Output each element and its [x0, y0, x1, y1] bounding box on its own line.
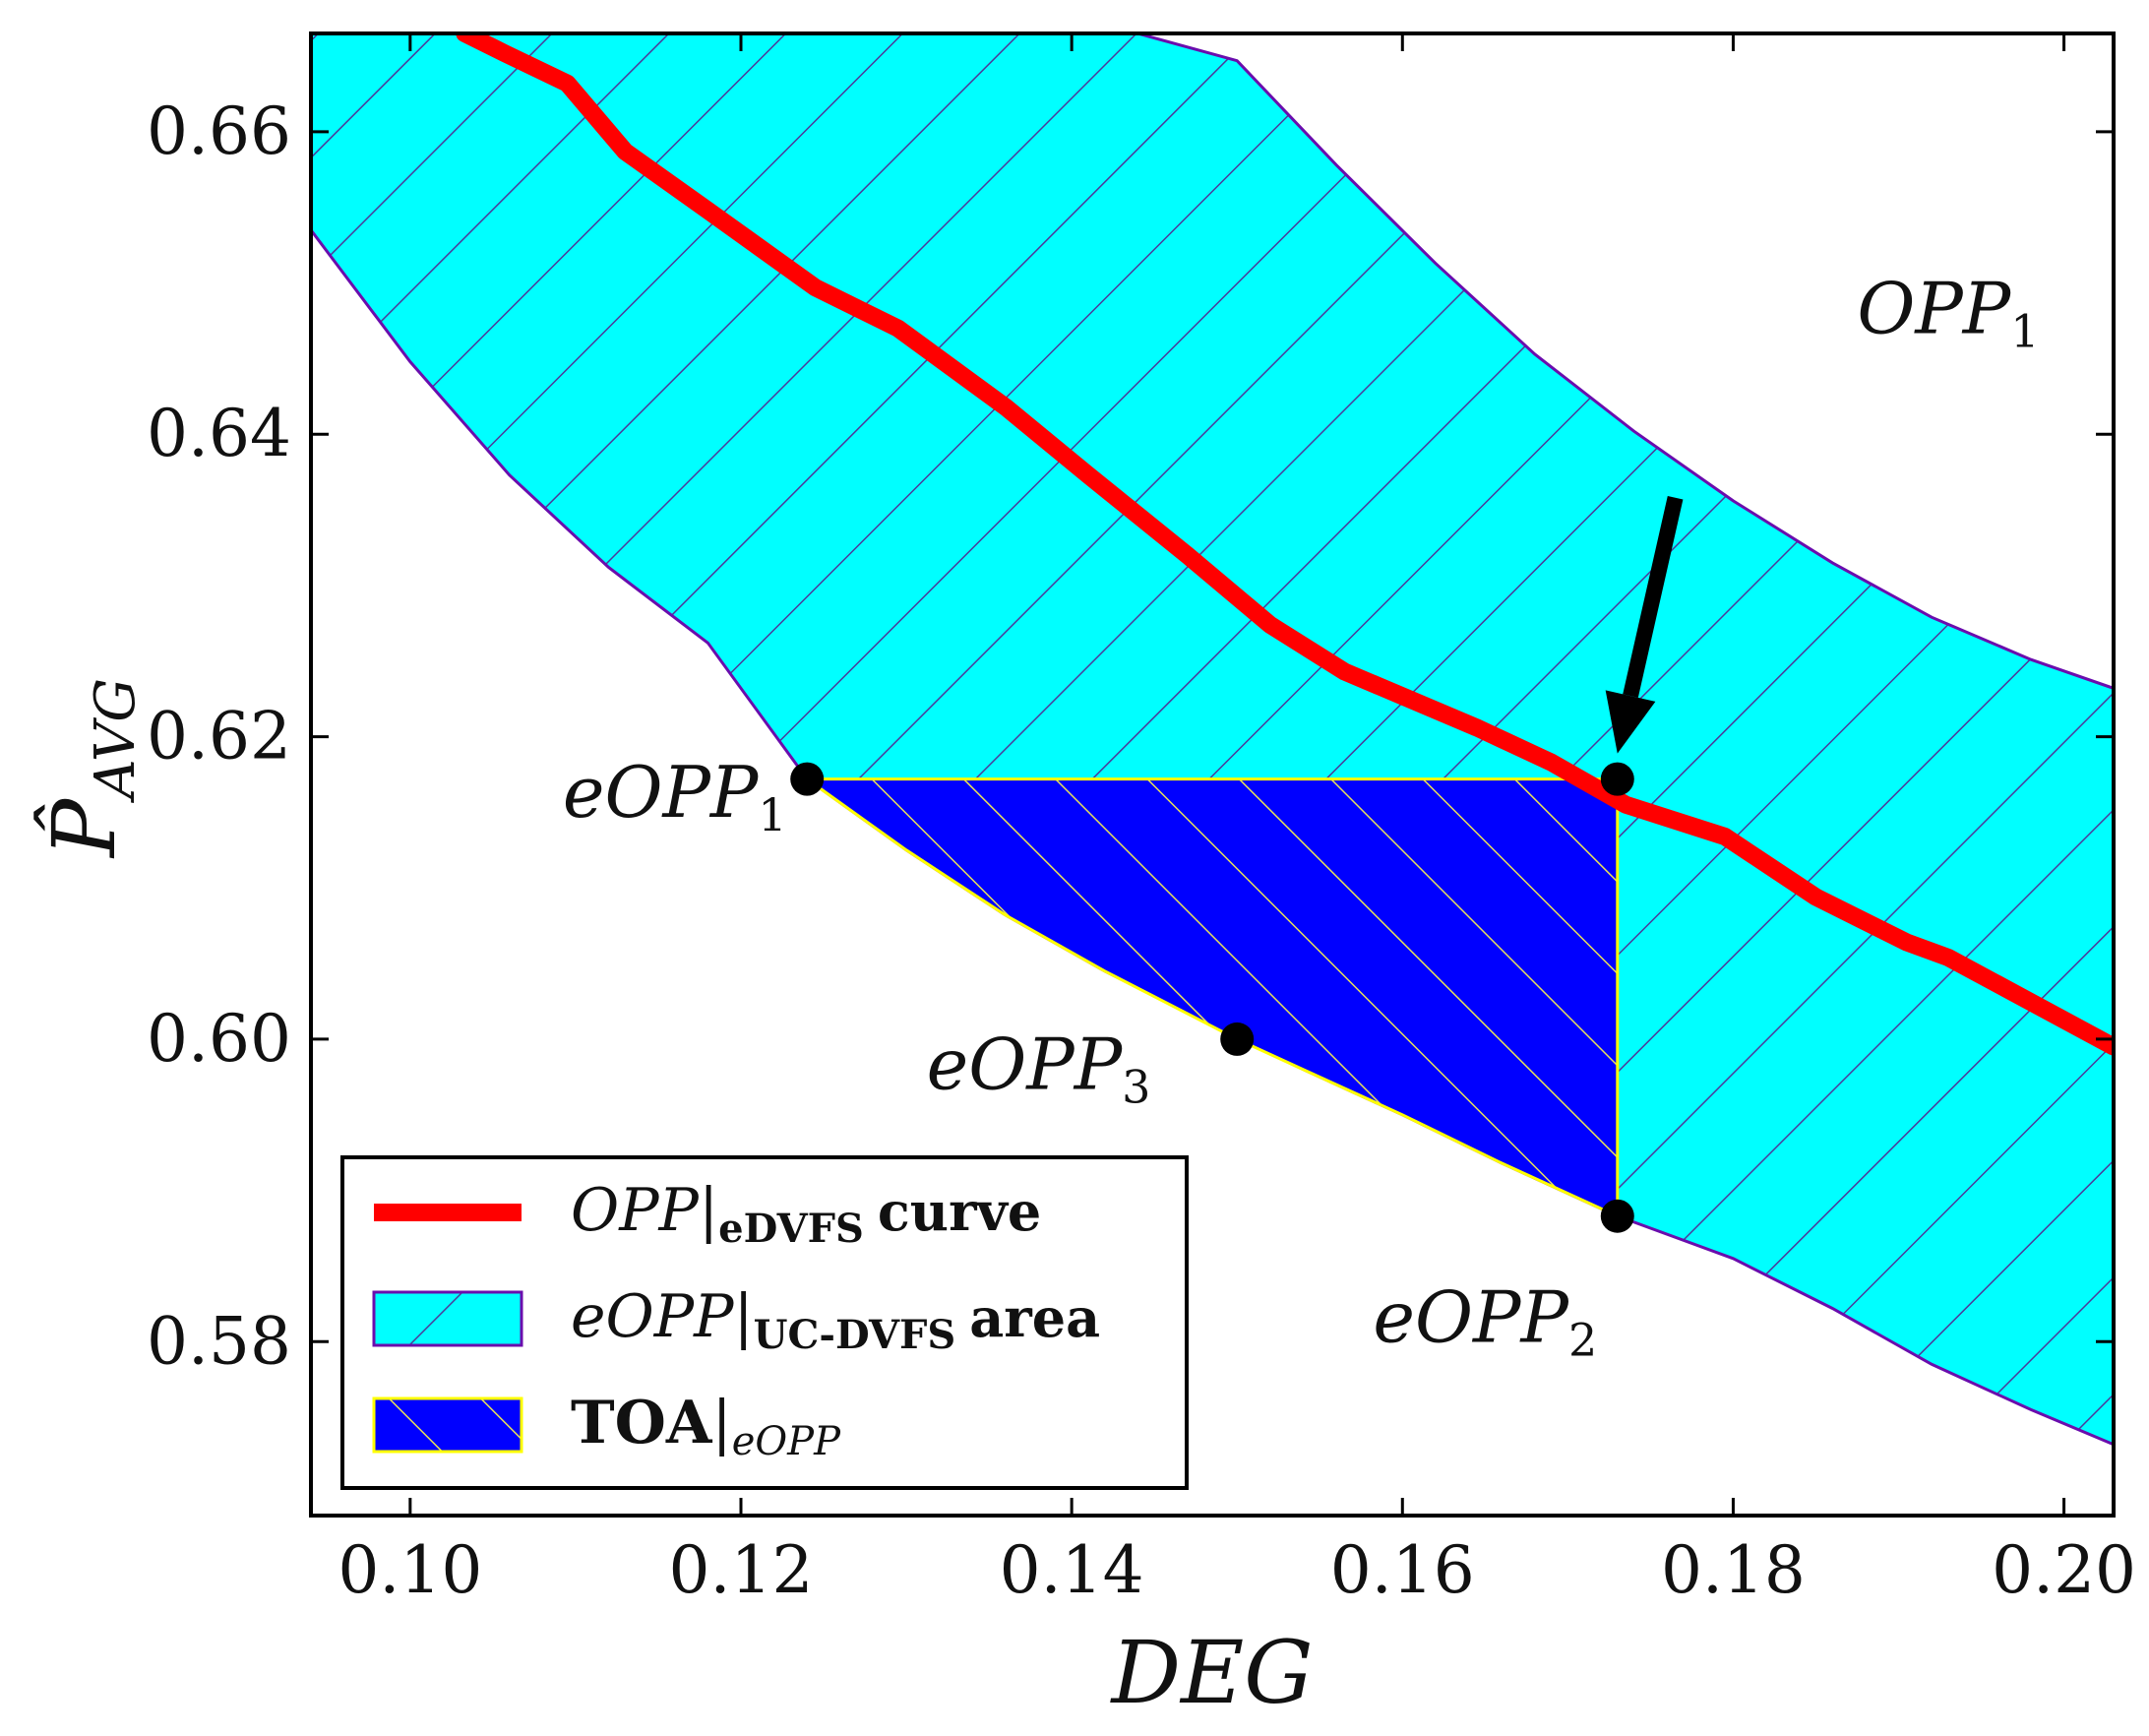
- label-eopp3-main: eOPP: [927, 1023, 1124, 1106]
- legend-handle-area-hatch: [372, 1290, 523, 1347]
- y-axis-label: P̂AVG: [33, 678, 148, 859]
- legend-label-0-main: OPP: [571, 1176, 701, 1245]
- y-tick-label: 0.62: [147, 699, 291, 775]
- axes: 0.10 0.12 0.14 0.16 0.18 0.20 0.58 0.60 0.62 0.64…: [147, 31, 2136, 1608]
- legend-label-0-bar: |: [699, 1176, 718, 1245]
- point-eopp2: [1600, 1199, 1634, 1233]
- legend-label-1: eOPP|UC-DVFS area: [571, 1282, 1100, 1358]
- opp-curve-line: [456, 33, 2114, 1056]
- arrow-opp1-head: [1605, 690, 1656, 754]
- area-band-hatch: [311, 33, 2114, 1445]
- svg-text:P̂AVG: P̂AVG: [33, 678, 148, 859]
- x-tick-label: 0.14: [1000, 1532, 1144, 1608]
- legend-label-0-sub: eDVFS: [718, 1206, 864, 1252]
- y-tick-label: 0.64: [147, 396, 291, 471]
- legend-label-1-main: eOPP: [571, 1282, 735, 1351]
- point-eopp3: [1220, 1022, 1255, 1056]
- area-upper-edge: [311, 33, 2114, 690]
- toa-region-hatch: [802, 777, 1620, 1219]
- legend-label-2-bar: |: [711, 1389, 731, 1457]
- label-eopp2: eOPP2: [1373, 1275, 1597, 1366]
- label-eopp2-main: eOPP: [1373, 1275, 1569, 1358]
- point-opp1: [1600, 762, 1634, 796]
- x-tick-label: 0.18: [1661, 1532, 1806, 1608]
- y-tick-label: 0.60: [147, 1001, 291, 1077]
- axes-frame: [309, 31, 2116, 1518]
- y-tick-label: 0.66: [147, 93, 291, 169]
- label-eopp1: eOPP1: [563, 751, 787, 841]
- x-tick-label: 0.20: [1992, 1532, 2136, 1608]
- y-axis-label-main: P̂: [33, 797, 135, 859]
- legend-label-1-bar: |: [733, 1282, 753, 1351]
- label-eopp1-main: eOPP: [563, 751, 760, 834]
- label-eopp1-sub: 1: [758, 788, 786, 841]
- legend-label-1-suffix: area: [969, 1286, 1100, 1349]
- x-axis-label: DEG: [1109, 1622, 1313, 1723]
- x-tick-label: 0.10: [338, 1532, 482, 1608]
- legend-label-0: OPP|eDVFS curve: [571, 1176, 1041, 1252]
- legend-label-0-suffix: curve: [878, 1180, 1041, 1243]
- y-tick-label: 0.58: [147, 1303, 291, 1379]
- point-eopp1: [790, 762, 825, 796]
- label-opp1-sub: 1: [2010, 304, 2039, 357]
- arrow-opp1-shaft: [1623, 496, 1684, 698]
- legend-label-1-sub: UC-DVFS: [754, 1312, 956, 1358]
- label-eopp3-sub: 3: [1122, 1061, 1150, 1114]
- legend-label-2: TOA|eOPP: [571, 1389, 841, 1464]
- plot-area: [311, 33, 2114, 1447]
- label-eopp2-sub: 2: [1568, 1313, 1597, 1366]
- x-tick-label: 0.16: [1330, 1532, 1475, 1608]
- x-tick-label: 0.12: [669, 1532, 814, 1608]
- legend-label-2-sub: eOPP: [732, 1419, 841, 1464]
- legend-handle-toa-hatch: [372, 1396, 523, 1454]
- label-eopp3: eOPP3: [927, 1023, 1151, 1114]
- label-opp1: OPP1: [1857, 267, 2039, 357]
- label-opp1-main: OPP: [1857, 267, 2011, 349]
- y-axis-label-sub: AVG: [84, 678, 148, 804]
- legend-label-2-main: TOA: [571, 1389, 713, 1457]
